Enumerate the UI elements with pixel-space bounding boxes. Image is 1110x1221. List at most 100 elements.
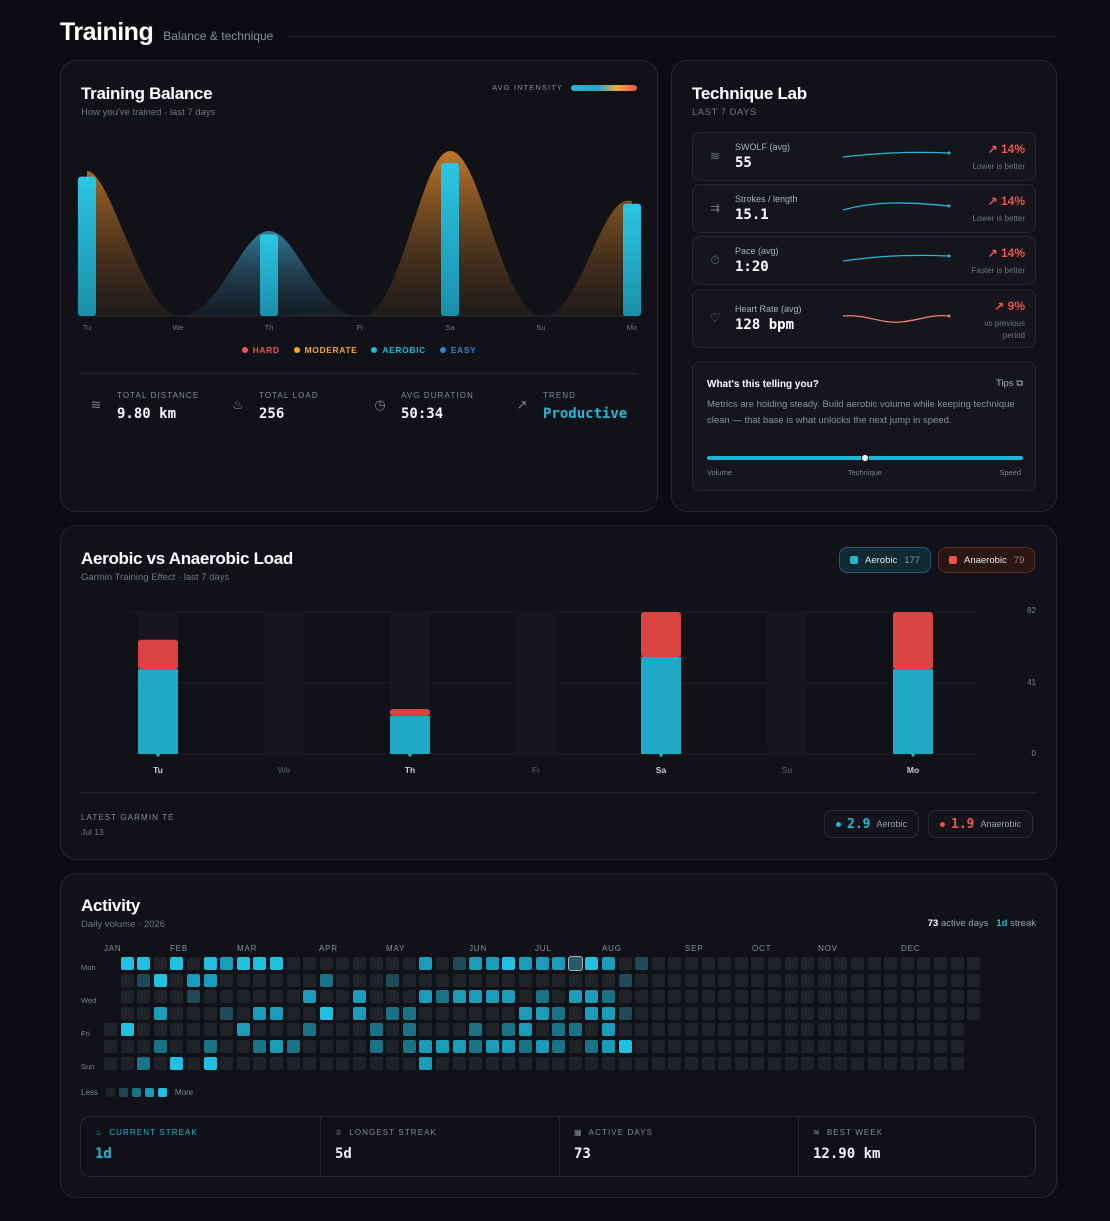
heatmap-cell[interactable]	[900, 973, 914, 987]
heatmap-cell[interactable]	[436, 1056, 449, 1070]
heatmap-cell[interactable]	[900, 1040, 914, 1053]
heatmap-cell[interactable]	[220, 973, 234, 987]
heatmap-cell[interactable]	[253, 990, 267, 1004]
heatmap-cell[interactable]	[817, 1006, 831, 1020]
heatmap-cell[interactable]	[286, 990, 300, 1004]
heatmap-cell[interactable]	[319, 1056, 333, 1070]
heatmap-cell[interactable]	[502, 1056, 516, 1070]
anaerobic-toggle[interactable]: Anaerobic 79	[938, 547, 1036, 573]
heatmap-cell[interactable]	[618, 1040, 632, 1053]
heatmap-cell[interactable]	[834, 957, 848, 970]
heatmap-cell[interactable]	[319, 1040, 333, 1053]
heatmap-cell[interactable]	[585, 990, 599, 1004]
heatmap-cell[interactable]	[253, 1006, 267, 1020]
heatmap-cell[interactable]	[286, 1006, 300, 1020]
heatmap-cell[interactable]	[801, 957, 815, 970]
heatmap-cell[interactable]	[519, 1040, 532, 1053]
heatmap-cell[interactable]	[900, 1006, 914, 1020]
heatmap-cell[interactable]	[386, 1056, 400, 1070]
heatmap-cell[interactable]	[618, 990, 632, 1004]
heatmap-cell[interactable]	[934, 1006, 947, 1020]
heatmap-cell[interactable]	[585, 1040, 599, 1053]
heatmap-cell[interactable]	[104, 1040, 117, 1053]
heatmap-cell[interactable]	[469, 1056, 483, 1070]
heatmap-cell[interactable]	[867, 1006, 881, 1020]
heatmap-cell[interactable]	[485, 1006, 499, 1020]
heatmap-cell[interactable]	[236, 1023, 250, 1037]
heatmap-cell[interactable]	[585, 957, 599, 970]
heatmap-cell[interactable]	[602, 1056, 615, 1070]
heatmap-cell[interactable]	[336, 973, 350, 987]
heatmap-cell[interactable]	[485, 1023, 499, 1037]
heatmap-cell[interactable]	[834, 990, 848, 1004]
heatmap-cell[interactable]	[402, 1040, 416, 1053]
heatmap-cell[interactable]	[718, 1056, 732, 1070]
heatmap-cell[interactable]	[236, 1056, 250, 1070]
heatmap-cell[interactable]	[651, 990, 665, 1004]
heatmap-cell[interactable]	[552, 990, 566, 1004]
heatmap-cell[interactable]	[419, 1023, 433, 1037]
heatmap-cell[interactable]	[950, 957, 964, 970]
heatmap-cell[interactable]	[386, 973, 400, 987]
heatmap-cell[interactable]	[535, 1006, 549, 1020]
heatmap-cell[interactable]	[967, 957, 981, 970]
heatmap-cell[interactable]	[635, 1006, 649, 1020]
heatmap-cell[interactable]	[950, 1040, 964, 1053]
heatmap-cell[interactable]	[369, 1040, 383, 1053]
heatmap-cell[interactable]	[502, 1006, 516, 1020]
heatmap-cell[interactable]	[485, 990, 499, 1004]
heatmap-cell[interactable]	[236, 1040, 250, 1053]
heatmap-cell[interactable]	[817, 990, 831, 1004]
heatmap-cell[interactable]	[187, 1056, 200, 1070]
heatmap-cell[interactable]	[369, 1056, 383, 1070]
heatmap-cell[interactable]	[203, 1023, 217, 1037]
heatmap-cell[interactable]	[701, 973, 715, 987]
heatmap-cell[interactable]	[567, 956, 583, 971]
heatmap-cell[interactable]	[685, 973, 698, 987]
heatmap-cell[interactable]	[203, 1040, 217, 1053]
heatmap-cell[interactable]	[353, 1023, 366, 1037]
heatmap-cell[interactable]	[137, 973, 151, 987]
heatmap-cell[interactable]	[900, 1023, 914, 1037]
heatmap-cell[interactable]	[867, 1023, 881, 1037]
heatmap-cell[interactable]	[137, 1040, 151, 1053]
heatmap-cell[interactable]	[552, 1006, 566, 1020]
heatmap-cell[interactable]	[568, 1056, 582, 1070]
heatmap-cell[interactable]	[651, 1040, 665, 1053]
heatmap-cell[interactable]	[751, 990, 765, 1004]
heatmap-cell[interactable]	[851, 973, 864, 987]
heatmap-cell[interactable]	[718, 957, 732, 970]
heatmap-cell[interactable]	[618, 957, 632, 970]
heatmap-cell[interactable]	[934, 973, 947, 987]
heatmap-cell[interactable]	[867, 1056, 881, 1070]
heatmap-cell[interactable]	[187, 973, 200, 987]
anaerobic-bar[interactable]	[893, 612, 933, 670]
heatmap-cell[interactable]	[353, 1006, 366, 1020]
heatmap-cell[interactable]	[535, 990, 549, 1004]
heatmap-cell[interactable]	[519, 973, 532, 987]
heatmap-cell[interactable]	[950, 990, 964, 1004]
heatmap-cell[interactable]	[452, 957, 466, 970]
heatmap-cell[interactable]	[602, 1006, 615, 1020]
heatmap-cell[interactable]	[353, 1056, 366, 1070]
heatmap-cell[interactable]	[502, 990, 516, 1004]
heatmap-cell[interactable]	[419, 1056, 433, 1070]
heatmap-cell[interactable]	[386, 990, 400, 1004]
heatmap-cell[interactable]	[319, 1023, 333, 1037]
heatmap-cell[interactable]	[535, 1040, 549, 1053]
heatmap-cell[interactable]	[386, 957, 400, 970]
heatmap-cell[interactable]	[236, 990, 250, 1004]
heatmap-cell[interactable]	[867, 973, 881, 987]
heatmap-cell[interactable]	[851, 957, 864, 970]
heatmap-cell[interactable]	[867, 990, 881, 1004]
heatmap-cell[interactable]	[353, 957, 366, 970]
tips-link[interactable]: Tips ⧉	[996, 378, 1023, 389]
heatmap-cell[interactable]	[834, 1040, 848, 1053]
heatmap-cell[interactable]	[568, 1006, 582, 1020]
heatmap-cell[interactable]	[170, 973, 184, 987]
heatmap-cell[interactable]	[436, 973, 449, 987]
heatmap-cell[interactable]	[685, 957, 698, 970]
heatmap-cell[interactable]	[817, 1023, 831, 1037]
heatmap-cell[interactable]	[651, 1056, 665, 1070]
heatmap-cell[interactable]	[651, 1023, 665, 1037]
